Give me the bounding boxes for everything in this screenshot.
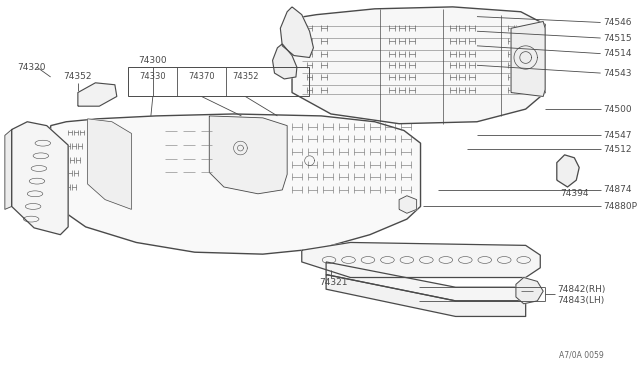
Text: 74330: 74330 — [140, 73, 166, 81]
Polygon shape — [511, 22, 545, 96]
Text: 74512: 74512 — [604, 144, 632, 154]
Text: 74300: 74300 — [138, 56, 167, 65]
Text: 74880P: 74880P — [604, 202, 637, 211]
Polygon shape — [78, 83, 117, 106]
Text: 74352: 74352 — [63, 73, 92, 81]
Polygon shape — [326, 262, 525, 301]
Text: 74394: 74394 — [560, 189, 588, 198]
Text: 74321: 74321 — [319, 278, 348, 287]
Polygon shape — [326, 275, 525, 317]
Text: 74515: 74515 — [604, 33, 632, 42]
Text: 74514: 74514 — [604, 49, 632, 58]
Polygon shape — [209, 116, 287, 194]
Text: 74352: 74352 — [232, 73, 259, 81]
Text: 74547: 74547 — [604, 131, 632, 140]
Polygon shape — [12, 122, 68, 235]
Polygon shape — [280, 7, 314, 58]
Text: 74543: 74543 — [604, 68, 632, 78]
Polygon shape — [5, 129, 12, 209]
Polygon shape — [292, 7, 545, 124]
Text: A7/0A 0059: A7/0A 0059 — [559, 350, 604, 359]
Text: 74843(LH): 74843(LH) — [557, 296, 604, 305]
Polygon shape — [399, 196, 417, 213]
Text: 74500: 74500 — [604, 105, 632, 113]
Polygon shape — [302, 243, 540, 278]
Polygon shape — [516, 278, 543, 304]
Text: 74842(RH): 74842(RH) — [557, 285, 605, 294]
Text: 74546: 74546 — [604, 18, 632, 27]
Text: 74370: 74370 — [188, 73, 215, 81]
Polygon shape — [88, 119, 131, 209]
Text: 74874: 74874 — [604, 185, 632, 195]
Polygon shape — [51, 114, 420, 254]
Polygon shape — [273, 44, 297, 79]
Polygon shape — [557, 155, 579, 187]
Text: 74320: 74320 — [17, 63, 46, 72]
